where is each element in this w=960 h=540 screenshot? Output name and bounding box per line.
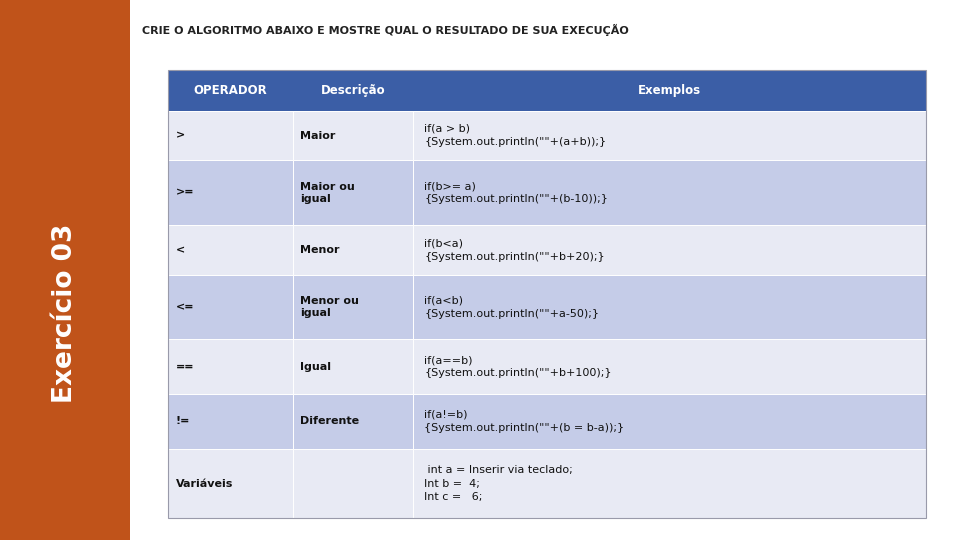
Bar (413, 340, 926, 394)
Text: if(a<b)
{System.out.println(""+a-50);}: if(a<b) {System.out.println(""+a-50);} (424, 295, 599, 319)
Bar (168, 160, 293, 225)
Text: Maior: Maior (300, 131, 336, 140)
Bar (413, 111, 926, 160)
Text: >=: >= (176, 188, 194, 198)
Bar (293, 449, 413, 518)
Text: if(b<a)
{System.out.println(""+b+20);}: if(b<a) {System.out.println(""+b+20);} (424, 238, 605, 261)
Bar (168, 340, 293, 394)
Bar (293, 275, 413, 340)
Bar (413, 275, 926, 340)
Bar (168, 111, 293, 160)
Bar (168, 394, 293, 449)
Text: Maior ou
igual: Maior ou igual (300, 182, 355, 204)
Text: Menor: Menor (300, 245, 340, 255)
Bar (293, 111, 413, 160)
Text: Descrição: Descrição (321, 84, 385, 97)
Text: int a = Inserir via teclado;
Int b =  4;
Int c =   6;: int a = Inserir via teclado; Int b = 4; … (424, 465, 573, 502)
Text: Diferente: Diferente (300, 416, 360, 427)
Text: Exemplos: Exemplos (638, 84, 701, 97)
Text: <: < (176, 245, 185, 255)
Bar (168, 70, 926, 111)
Text: if(a!=b)
{System.out.println(""+(b = b-a));}: if(a!=b) {System.out.println(""+(b = b-a… (424, 410, 624, 433)
Bar (293, 340, 413, 394)
Text: Menor ou
igual: Menor ou igual (300, 296, 359, 318)
Bar (293, 394, 413, 449)
Bar (168, 275, 293, 340)
Bar (413, 449, 926, 518)
Text: OPERADOR: OPERADOR (194, 84, 267, 97)
Bar (413, 394, 926, 449)
Bar (293, 225, 413, 275)
Bar (168, 70, 926, 518)
Bar (168, 225, 293, 275)
Bar (168, 449, 293, 518)
Bar (413, 160, 926, 225)
Text: ==: == (176, 362, 194, 372)
Bar (0, 0, 130, 540)
Text: Igual: Igual (300, 362, 331, 372)
Text: <=: <= (176, 302, 194, 312)
Text: !=: != (176, 416, 190, 427)
Text: Exercício 03: Exercício 03 (52, 224, 78, 403)
Text: CRIE O ALGORITMO ABAIXO E MOSTRE QUAL O RESULTADO DE SUA EXECUÇÃO: CRIE O ALGORITMO ABAIXO E MOSTRE QUAL O … (142, 24, 629, 36)
Bar (293, 160, 413, 225)
Text: >: > (176, 131, 185, 140)
Text: Variáveis: Variáveis (176, 478, 233, 489)
Bar (413, 225, 926, 275)
Text: if(a > b)
{System.out.println(""+(a+b));}: if(a > b) {System.out.println(""+(a+b));… (424, 124, 607, 147)
Text: if(b>= a)
{System.out.println(""+(b-10));}: if(b>= a) {System.out.println(""+(b-10))… (424, 181, 609, 204)
Text: if(a==b)
{System.out.println(""+b+100);}: if(a==b) {System.out.println(""+b+100);} (424, 355, 612, 379)
